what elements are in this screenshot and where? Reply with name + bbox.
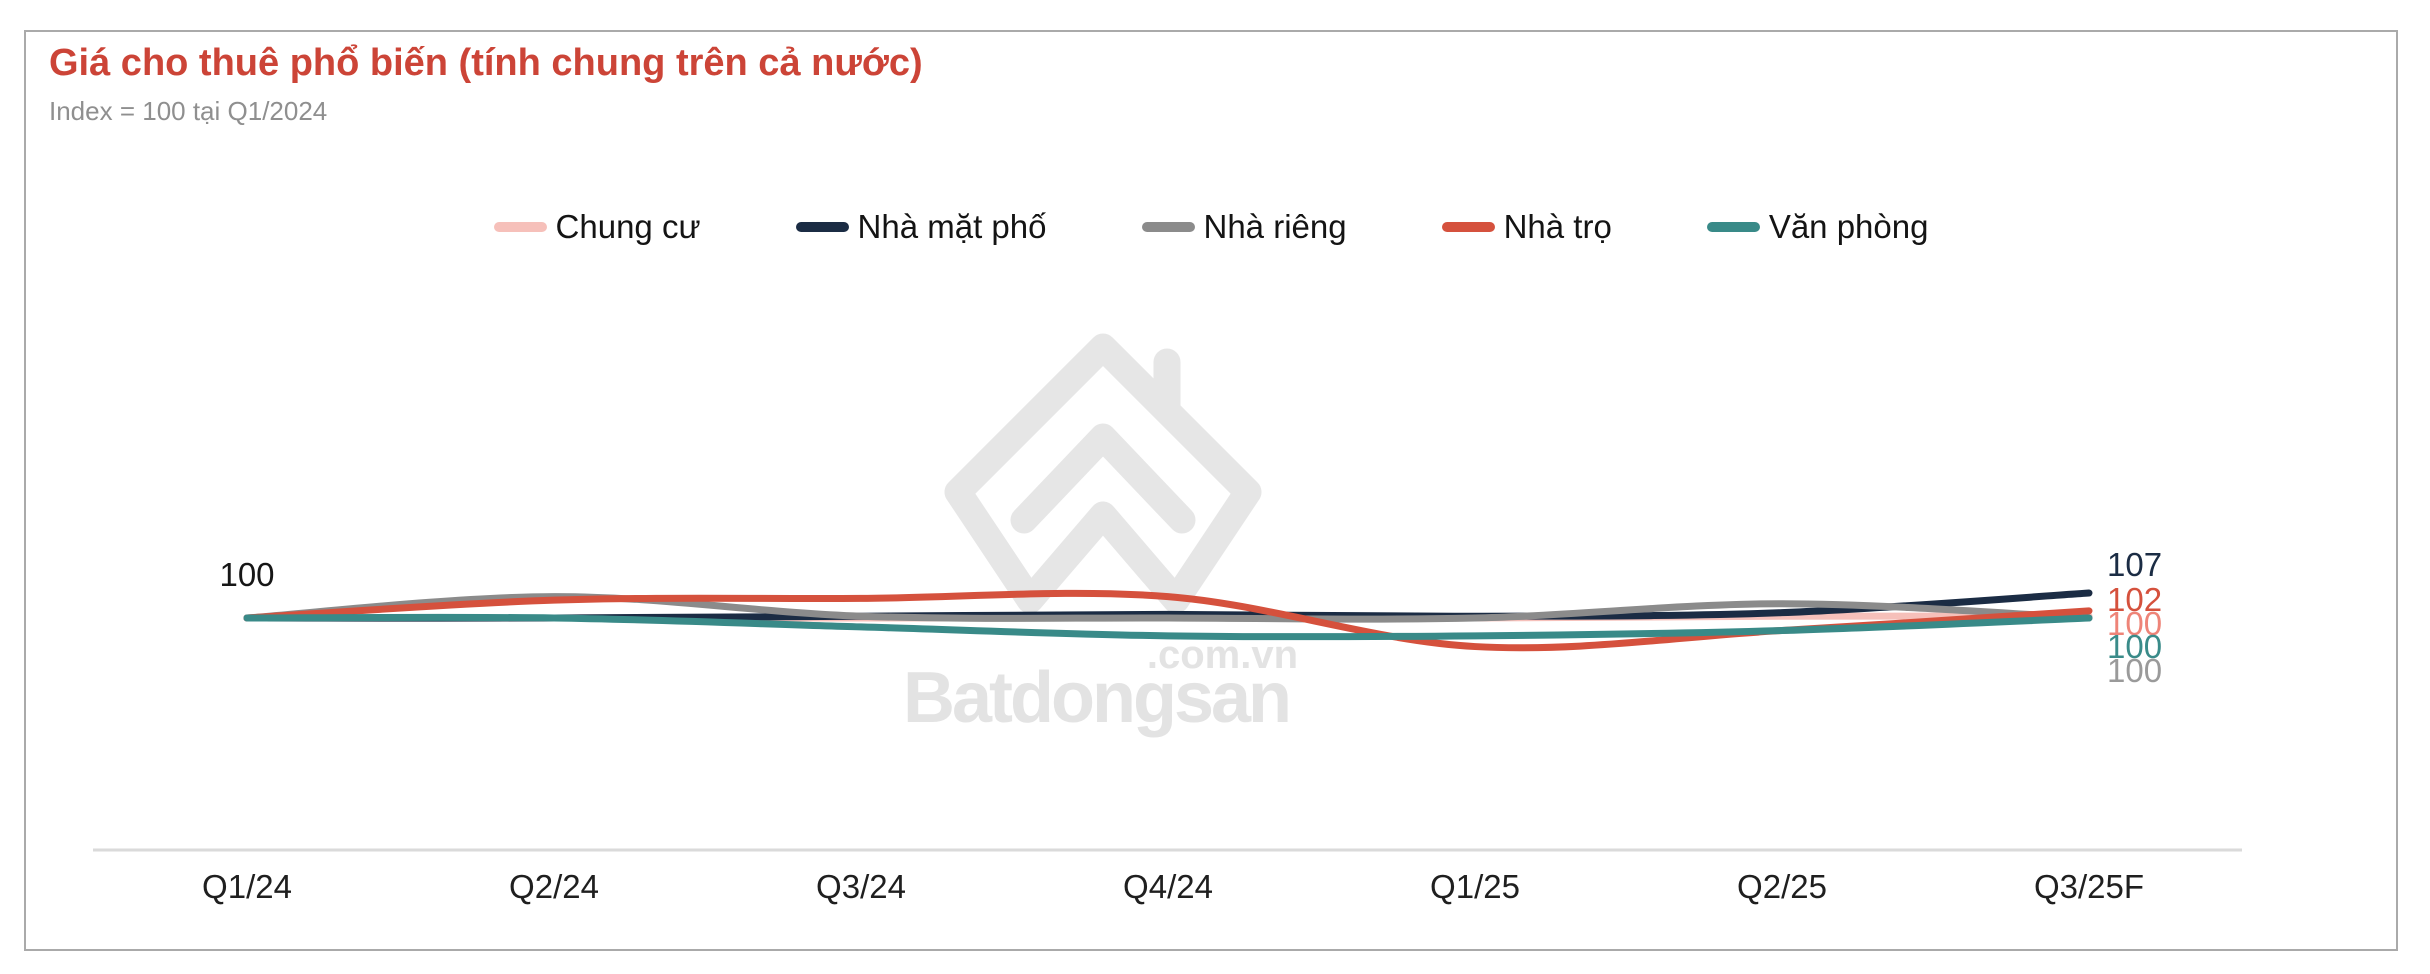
- legend-swatch-icon: [1141, 222, 1195, 232]
- legend-item-label: Nhà mặt phố: [857, 208, 1047, 245]
- legend-swatch-icon: [493, 222, 547, 232]
- legend: Chung cư Nhà mặt phố Nhà riêng Nhà trọ Văn p…: [26, 208, 2396, 246]
- legend-swatch-icon: [795, 222, 849, 232]
- legend-item-2[interactable]: Nhà mặt phố: [795, 208, 1047, 246]
- legend-item-3[interactable]: Nhà riêng: [1141, 208, 1347, 246]
- legend-swatch-icon: [1441, 222, 1495, 232]
- legend-item-label: Nhà trọ: [1503, 208, 1612, 245]
- legend-item-5[interactable]: Văn phòng: [1706, 208, 1929, 246]
- page-title: Giá cho thuê phổ biến (tính chung trên c…: [49, 42, 923, 84]
- legend-item-4[interactable]: Nhà trọ: [1441, 208, 1612, 246]
- legend-swatch-icon: [1706, 222, 1760, 232]
- chart-card: Giá cho thuê phổ biến (tính chung trên c…: [24, 30, 2398, 951]
- legend-item-label: Văn phòng: [1768, 208, 1929, 245]
- legend-item-label: Chung cư: [555, 208, 701, 245]
- chart-subtitle: Index = 100 tại Q1/2024: [49, 96, 328, 126]
- legend-item-1[interactable]: Chung cư: [493, 208, 701, 246]
- legend-item-label: Nhà riêng: [1203, 208, 1347, 245]
